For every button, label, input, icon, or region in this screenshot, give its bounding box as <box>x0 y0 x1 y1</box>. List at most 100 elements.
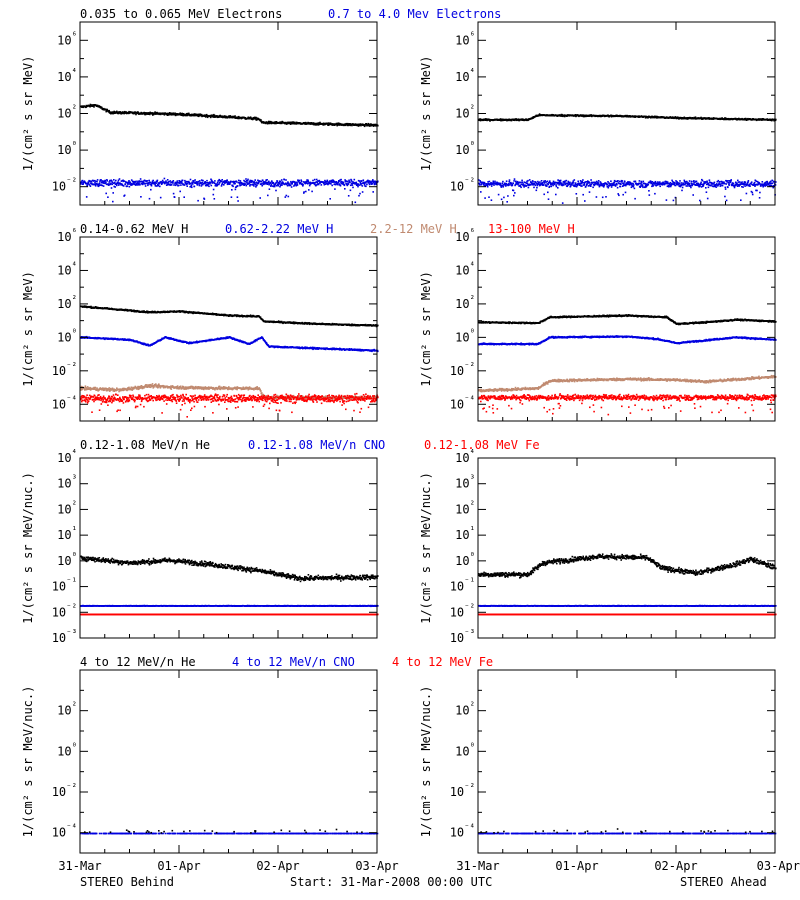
data-point <box>137 181 139 184</box>
data-point <box>108 109 110 112</box>
data-point <box>500 185 502 187</box>
data-point <box>672 183 674 186</box>
data-point <box>184 113 186 116</box>
data-point <box>745 192 748 195</box>
data-point <box>741 181 743 183</box>
data-point <box>743 182 745 184</box>
data-point <box>201 181 204 184</box>
y-tick-label: 10⁻² <box>450 178 475 194</box>
data-point <box>499 182 502 185</box>
data-point <box>298 179 300 182</box>
data-point <box>157 184 159 186</box>
data-point <box>159 196 162 199</box>
data-point <box>530 181 533 184</box>
data-point <box>176 180 179 182</box>
data-point <box>520 181 522 184</box>
data-point <box>159 185 161 188</box>
data-point <box>277 184 280 187</box>
data-point <box>355 181 358 184</box>
data-point <box>649 180 652 182</box>
data-point <box>755 189 757 192</box>
data-point <box>248 117 251 120</box>
data-point <box>108 184 110 186</box>
data-point <box>197 199 199 202</box>
data-point <box>217 180 219 182</box>
data-point <box>633 187 636 190</box>
data-point <box>215 185 218 187</box>
data-point <box>278 182 281 184</box>
data-point <box>105 192 107 195</box>
data-point <box>153 182 156 185</box>
data-series <box>478 113 777 122</box>
data-point <box>139 178 142 180</box>
data-point <box>151 182 153 185</box>
data-point <box>196 340 198 343</box>
data-point <box>313 182 315 184</box>
data-point <box>507 195 509 197</box>
data-point <box>727 180 730 182</box>
data-point <box>254 181 256 184</box>
data-point <box>557 179 559 181</box>
data-point <box>202 179 204 182</box>
y-tick-label: 10⁰ <box>57 141 77 157</box>
data-point <box>613 181 616 184</box>
data-point <box>117 179 120 182</box>
data-point <box>254 183 257 186</box>
data-point <box>753 181 756 184</box>
data-point <box>575 185 578 188</box>
data-point <box>282 181 284 184</box>
data-point <box>256 184 258 187</box>
data-point <box>708 179 711 181</box>
data-point <box>260 120 263 123</box>
data-point <box>698 184 701 186</box>
data-point <box>148 179 150 182</box>
data-point <box>552 183 554 185</box>
data-point <box>648 190 650 192</box>
data-point <box>638 180 641 182</box>
data-point <box>213 116 216 118</box>
data-point <box>488 180 491 183</box>
data-point <box>332 181 335 183</box>
legend-entry: 0.62-2.22 MeV H <box>225 222 333 236</box>
data-point <box>761 181 764 183</box>
data-point <box>114 186 116 188</box>
data-point <box>747 181 749 183</box>
data-point <box>250 179 253 182</box>
data-point <box>508 180 510 183</box>
data-point <box>483 182 486 185</box>
data-point <box>763 182 766 184</box>
data-point <box>80 183 82 185</box>
data-point <box>483 183 485 186</box>
data-point <box>514 192 516 194</box>
data-point <box>193 185 196 188</box>
data-point <box>270 183 273 186</box>
data-point <box>599 183 601 186</box>
data-point <box>634 180 637 183</box>
data-point <box>347 195 350 197</box>
data-point <box>743 183 745 186</box>
data-point <box>206 184 209 187</box>
data-point <box>528 184 530 187</box>
data-point <box>669 182 672 184</box>
data-point <box>150 184 153 187</box>
data-point <box>550 185 552 188</box>
data-point <box>579 182 581 185</box>
data-point <box>277 320 280 322</box>
data-point <box>773 181 775 183</box>
data-point <box>213 113 215 116</box>
data-point <box>676 180 678 183</box>
data-point <box>501 118 504 121</box>
data-point <box>726 180 728 182</box>
data-point <box>623 182 625 184</box>
data-point <box>608 185 611 187</box>
data-point <box>238 181 241 184</box>
data-point <box>612 184 615 186</box>
data-point <box>255 186 257 188</box>
data-point <box>346 122 349 125</box>
data-point <box>257 182 259 185</box>
data-point <box>695 180 698 183</box>
data-point <box>190 185 192 187</box>
data-point <box>135 113 137 116</box>
data-point <box>703 183 705 185</box>
data-point <box>239 180 242 182</box>
